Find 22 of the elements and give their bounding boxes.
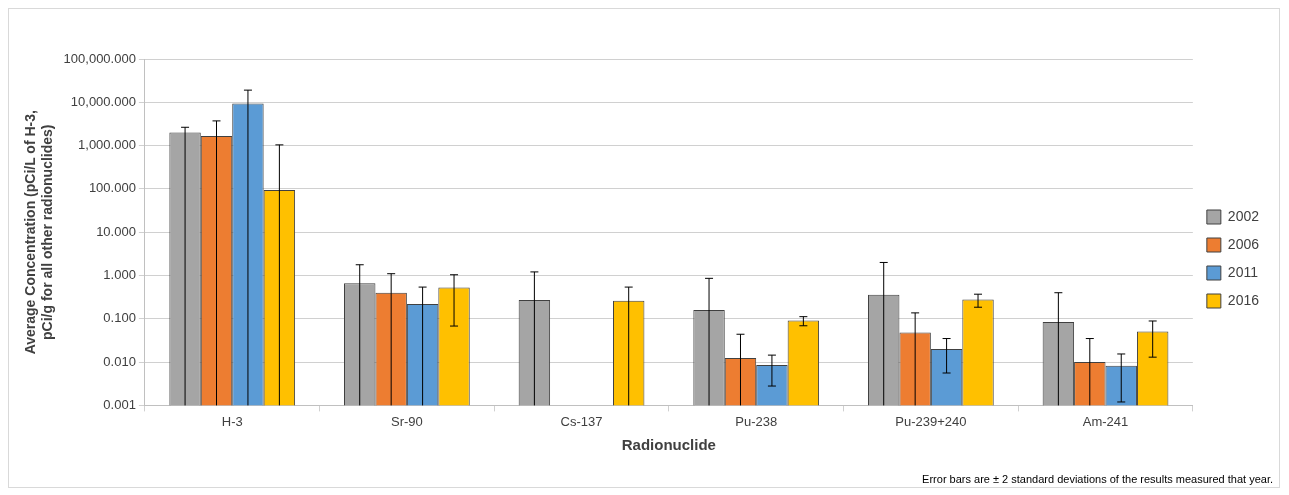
text: Error bars are ± 2 standard deviations of the results measured that year. [922, 473, 1273, 485]
y-tick-label: 1.000 [103, 267, 136, 283]
x-tick-label: H-3 [221, 413, 243, 429]
x-tick-label: Cs-137 [560, 413, 603, 429]
y-tick-label: 10.000 [96, 223, 136, 239]
y-tick-label: 0.010 [103, 353, 136, 369]
y-tick-label: 100.000 [88, 180, 136, 196]
legend-label: 2011 [1227, 263, 1259, 280]
x-tick-label: Sr-90 [390, 413, 423, 429]
y-tick-label: 0.001 [103, 396, 136, 412]
y-tick-label: 100,000.000 [63, 50, 136, 66]
x-tick-label: Am-241 [1082, 413, 1129, 429]
x-tick-label: Pu-239+240 [895, 413, 967, 429]
y-tick-label: 0.100 [103, 310, 136, 326]
x-axis-title: Radionuclide [621, 436, 716, 454]
y-tick-label: 1,000.000 [78, 137, 136, 153]
x-tick-label: Pu-238 [735, 413, 778, 429]
y-tick-label: 10,000.000 [70, 93, 136, 109]
y-axis-title: Average Concentration (pCi/L of H-3, pCi/g for all other radionuclides) [22, 110, 56, 355]
legend-label: 2016 [1227, 291, 1260, 308]
legend-label: 2002 [1227, 207, 1260, 224]
legend-label: 2006 [1227, 235, 1260, 252]
